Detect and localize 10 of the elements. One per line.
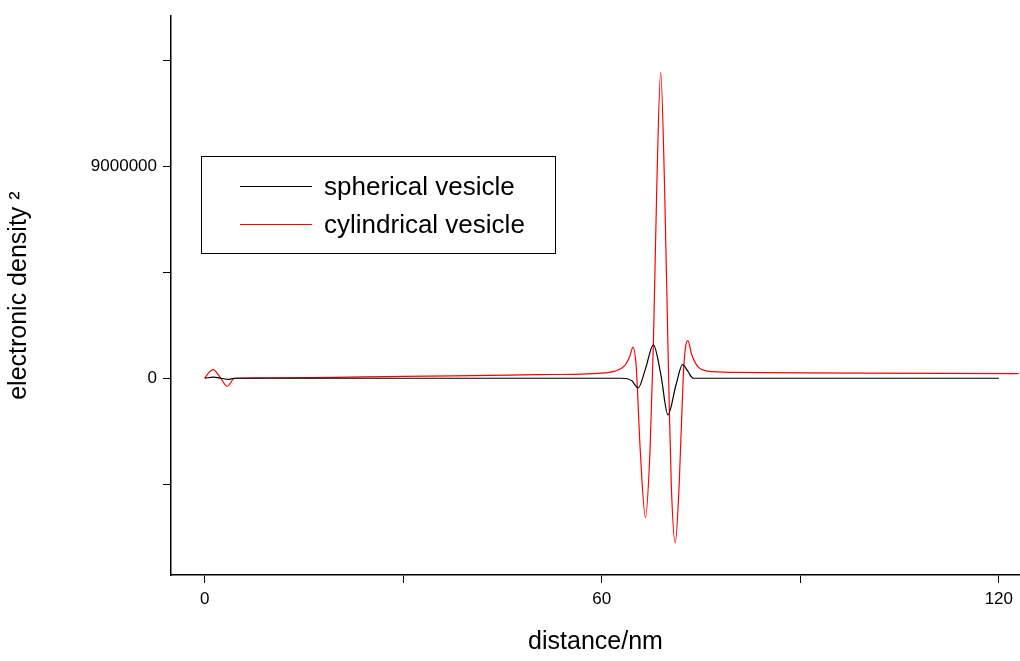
line-series [204, 344, 1000, 416]
x-tick-label: 60 [592, 588, 612, 608]
line-series [204, 72, 1020, 544]
x-tick-label: 0 [200, 588, 210, 608]
y-tick-label: 9000000 [90, 156, 157, 176]
legend-label: cylindrical vesicle [324, 208, 525, 240]
x-axis-title: distance/nm [528, 625, 663, 654]
x-tick-label: 120 [984, 588, 1014, 608]
legend-label: spherical vesicle [324, 170, 515, 202]
y-axis-title: electronic density ² [2, 191, 31, 400]
